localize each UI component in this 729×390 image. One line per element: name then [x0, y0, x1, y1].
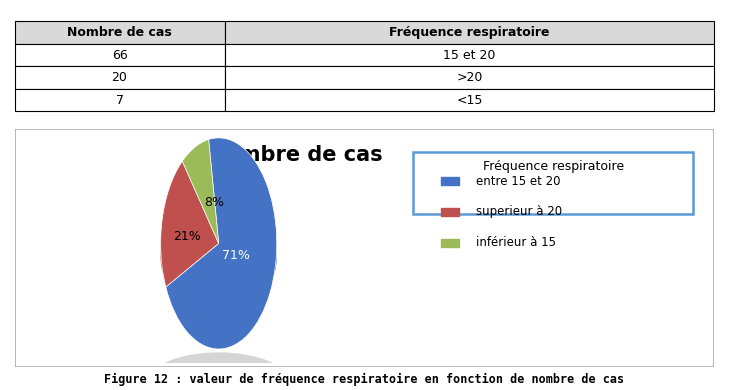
Text: Figure 12 : valeur de fréquence respiratoire en fonction de nombre de cas: Figure 12 : valeur de fréquence respirat…: [104, 373, 625, 386]
Text: 21%: 21%: [173, 230, 200, 243]
Polygon shape: [160, 239, 165, 281]
Wedge shape: [182, 140, 219, 243]
Wedge shape: [160, 161, 219, 287]
Polygon shape: [165, 242, 277, 315]
Text: Nombre de cas: Nombre de cas: [207, 145, 382, 165]
FancyBboxPatch shape: [442, 177, 459, 185]
Text: superieur à 20: superieur à 20: [476, 206, 562, 218]
FancyBboxPatch shape: [442, 208, 459, 216]
Text: 71%: 71%: [222, 248, 250, 262]
Text: Fréquence respiratoire: Fréquence respiratoire: [483, 160, 624, 173]
Text: entre 15 et 20: entre 15 et 20: [476, 175, 561, 188]
Text: 8%: 8%: [204, 196, 224, 209]
Wedge shape: [165, 138, 277, 349]
Text: inférieur à 15: inférieur à 15: [476, 236, 556, 249]
FancyBboxPatch shape: [442, 239, 459, 247]
FancyBboxPatch shape: [413, 152, 693, 215]
Ellipse shape: [149, 352, 289, 390]
